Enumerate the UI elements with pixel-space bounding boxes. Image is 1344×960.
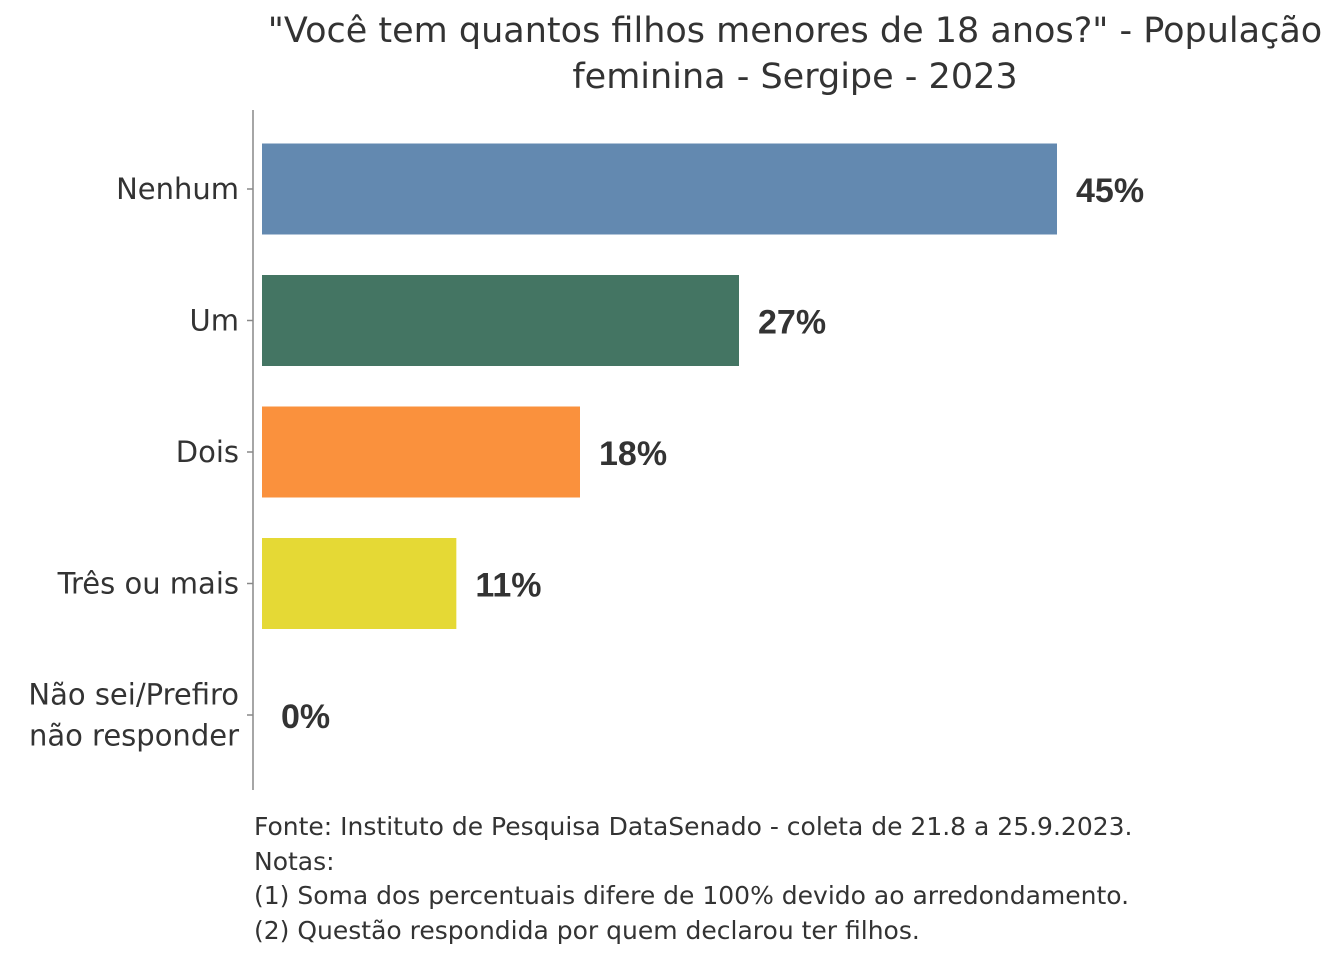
data-label: 27% [758, 304, 826, 342]
data-label: 11% [475, 567, 541, 605]
note-1: (1) Soma dos percentuais difere de 100% … [254, 881, 1130, 910]
data-label: 45% [1076, 172, 1144, 210]
y-tick-label: Um [190, 304, 239, 338]
note-2: (2) Questão respondida por quem declarou… [254, 915, 920, 945]
bar [262, 275, 739, 366]
source-notes: Fonte: Instituto de Pesquisa DataSenado … [254, 810, 1132, 948]
notes-heading: Notas: [254, 846, 335, 876]
bar [262, 143, 1057, 235]
source-text: Fonte: Instituto de Pesquisa DataSenado … [254, 812, 1133, 841]
chart-title-line: "Você tem quantos filhos menores de 18 a… [267, 11, 1323, 51]
bar [262, 538, 457, 629]
data-label: 0% [281, 698, 330, 736]
y-tick-label: não responder [29, 719, 239, 753]
chart-title-line: feminina - Sergipe - 2023 [572, 57, 1018, 97]
y-tick-label: Nenhum [116, 172, 239, 206]
y-tick-label: Não sei/Prefiro [28, 678, 239, 712]
chart-title: "Você tem quantos filhos menores de 18 a… [250, 8, 1340, 100]
y-tick-label: Três ou mais [57, 567, 239, 601]
y-tick-label: Dois [176, 435, 239, 469]
bar [262, 406, 580, 498]
data-label: 18% [599, 435, 667, 473]
